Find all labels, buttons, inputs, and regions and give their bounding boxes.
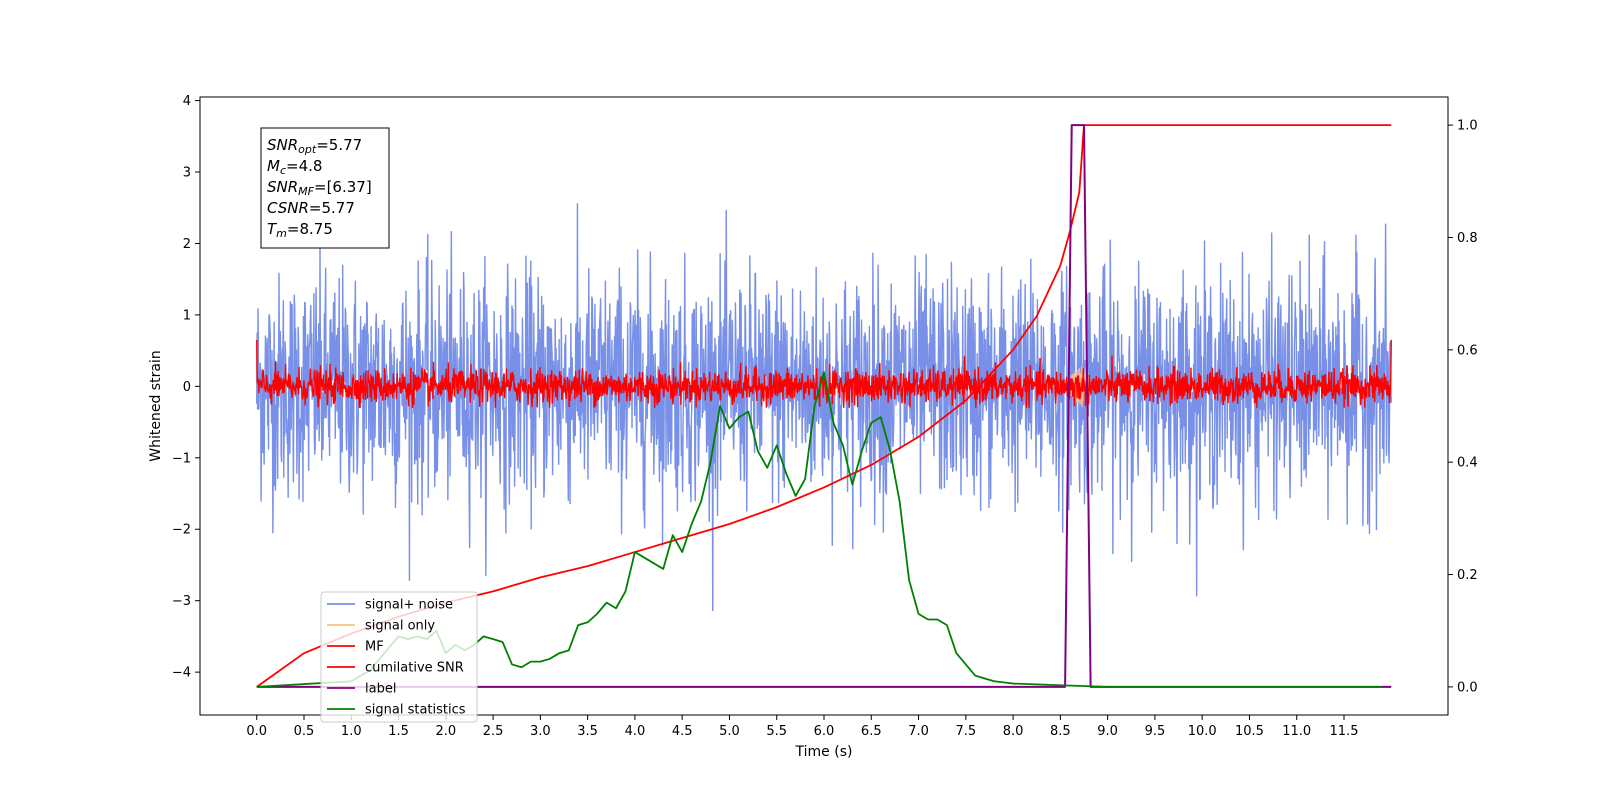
x-tick-label: 11.5 — [1330, 724, 1359, 739]
annotation-line: Mc=4.8 — [267, 157, 322, 177]
y-tick-label-left: −1 — [172, 451, 191, 466]
y-tick-label-left: −2 — [172, 523, 191, 538]
x-tick-label: 2.0 — [435, 724, 456, 739]
x-tick-label: 4.5 — [672, 724, 693, 739]
legend-entry: label — [365, 682, 396, 697]
y-tick-label-right: 0.4 — [1457, 456, 1478, 471]
legend-entry: signal+ noise — [365, 598, 453, 613]
x-tick-label: 7.5 — [955, 724, 976, 739]
y-tick-label-left: 0 — [183, 380, 191, 395]
x-tick-label: 0.0 — [246, 724, 267, 739]
series-signal-statistics-line — [256, 371, 1382, 688]
x-tick-label: 8.5 — [1050, 724, 1071, 739]
annotation-line: SNRopt=5.77 — [267, 136, 362, 156]
annotation-line: Tm=8.75 — [267, 220, 333, 240]
x-tick-label: 2.5 — [483, 724, 504, 739]
legend-entry: signal statistics — [365, 703, 466, 718]
annotation-line: CSNR=5.77 — [267, 199, 355, 217]
x-tick-label: 10.5 — [1235, 724, 1264, 739]
legend-entry: cumilative SNR — [365, 661, 464, 676]
legend: signal+ noise signal only MF cumilative SNR… — [320, 591, 478, 723]
y-tick-label-left: −4 — [172, 666, 191, 681]
legend-frame — [320, 591, 478, 723]
x-tick-label: 9.5 — [1145, 724, 1166, 739]
y-tick-label-left: −3 — [172, 594, 191, 609]
y-tick-label-left: 4 — [183, 94, 191, 109]
legend-entry: signal only — [365, 619, 435, 634]
x-tick-label: 5.0 — [719, 724, 740, 739]
y-tick-label-right: 0.2 — [1457, 568, 1478, 583]
annotation-frame — [260, 127, 390, 249]
x-tick-label: 9.0 — [1097, 724, 1118, 739]
annotation-line: SNRMF=[6.37] — [267, 178, 372, 198]
x-tick-label: 5.5 — [766, 724, 787, 739]
x-tick-label: 3.0 — [530, 724, 551, 739]
x-tick-label: 4.0 — [625, 724, 646, 739]
y-tick-label-right: 0.6 — [1457, 343, 1478, 358]
y-axis-label-left: Whitened strain — [148, 350, 164, 461]
series-signal-noise-line — [256, 203, 1392, 612]
y-tick-label-right: 1.0 — [1457, 119, 1478, 134]
x-tick-label: 10.0 — [1188, 724, 1217, 739]
x-axis-label: Time (s) — [795, 744, 853, 760]
axes: 0.0 0.5 1.0 1.5 2.0 2.5 3.0 3.5 4.0 4.5 5.0 5.5 6.0 6… — [172, 94, 1478, 739]
y-tick-label-left: 3 — [183, 166, 191, 181]
y-tick-label-left: 1 — [183, 308, 191, 323]
y-tick-label-left: 2 — [183, 237, 191, 252]
x-tick-label: 6.5 — [861, 724, 882, 739]
y-tick-label-right: 0.8 — [1457, 231, 1478, 246]
x-tick-label: 11.0 — [1282, 724, 1311, 739]
x-tick-label: 3.5 — [577, 724, 598, 739]
x-tick-label: 1.0 — [341, 724, 362, 739]
x-tick-label: 1.5 — [388, 724, 409, 739]
legend-entry: MF — [365, 640, 384, 655]
y-tick-label-right: 0.0 — [1457, 680, 1478, 695]
x-tick-label: 8.0 — [1003, 724, 1024, 739]
x-tick-label: 7.0 — [908, 724, 929, 739]
x-tick-label: 0.5 — [294, 724, 315, 739]
x-tick-label: 6.0 — [814, 724, 835, 739]
